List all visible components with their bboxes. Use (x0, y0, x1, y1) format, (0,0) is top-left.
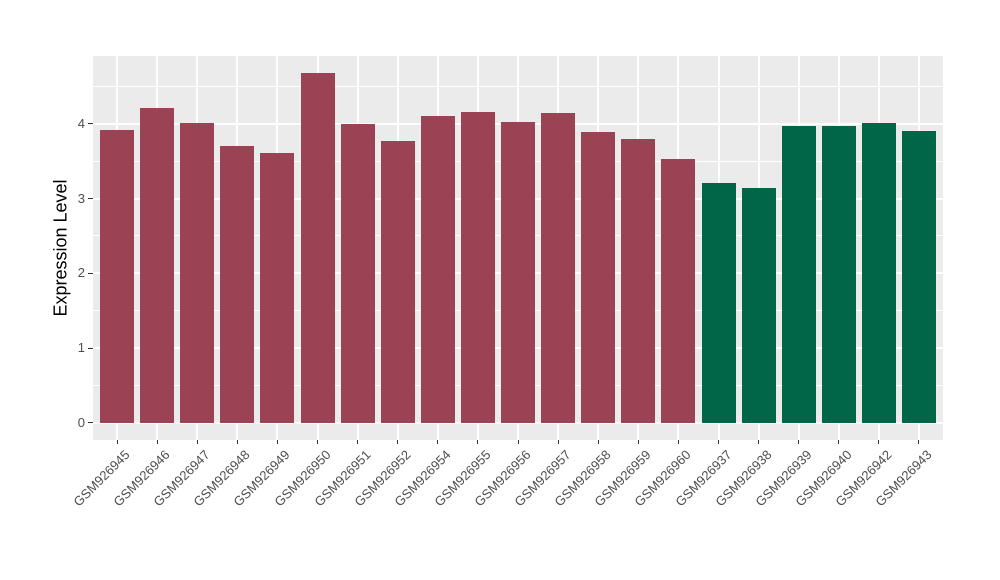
bar-GSM926957 (541, 112, 576, 423)
bar-GSM926946 (140, 108, 175, 423)
bar-GSM926952 (380, 141, 415, 423)
x-tick-mark (597, 440, 599, 444)
bar-GSM926955 (460, 111, 495, 423)
bar-GSM926945 (100, 129, 135, 423)
bar-GSM926940 (821, 126, 856, 423)
x-tick-mark (798, 440, 800, 444)
y-tick-label: 4 (77, 115, 85, 131)
bar-GSM926948 (220, 145, 255, 423)
x-tick-mark (637, 440, 639, 444)
x-tick-mark (517, 440, 519, 444)
bar-GSM926942 (861, 123, 896, 423)
bar-GSM926958 (581, 132, 616, 423)
y-tick-label: 3 (77, 190, 85, 206)
bar-GSM926949 (260, 153, 295, 423)
y-tick-label: 2 (77, 265, 85, 281)
x-tick-mark (276, 440, 278, 444)
bar-GSM926951 (340, 123, 375, 423)
bar-GSM926947 (180, 123, 215, 423)
bar-GSM926943 (901, 131, 936, 423)
bar-GSM926960 (661, 159, 696, 423)
x-tick-mark (477, 440, 479, 444)
bar-GSM926954 (420, 115, 455, 423)
x-tick-mark (196, 440, 198, 444)
bar-GSM926959 (621, 138, 656, 423)
x-tick-mark (397, 440, 399, 444)
y-tick-label: 0 (77, 414, 85, 430)
y-tick-mark (88, 123, 93, 125)
x-tick-mark (357, 440, 359, 444)
x-tick-mark (838, 440, 840, 444)
x-tick-mark (718, 440, 719, 444)
x-tick-mark (156, 440, 158, 444)
bar-GSM926938 (741, 188, 776, 423)
x-tick-mark (878, 440, 880, 444)
x-tick-mark (116, 440, 118, 444)
x-tick-mark (557, 440, 559, 444)
bar-GSM926939 (781, 126, 816, 423)
y-tick-label: 1 (77, 340, 85, 355)
bar-GSM926937 (701, 182, 736, 423)
plot-panel (93, 56, 943, 440)
x-tick-mark (437, 440, 439, 444)
x-tick-mark (918, 440, 920, 444)
y-tick-mark (88, 347, 93, 349)
y-tick-mark (88, 422, 93, 424)
bar-GSM926956 (501, 121, 535, 423)
x-tick-mark (317, 440, 318, 444)
y-tick-mark (88, 272, 93, 274)
bar-GSM926950 (300, 73, 335, 423)
x-tick-mark (758, 440, 760, 444)
x-tick-mark (236, 440, 238, 444)
y-tick-mark (88, 198, 93, 200)
x-tick-mark (677, 440, 679, 444)
